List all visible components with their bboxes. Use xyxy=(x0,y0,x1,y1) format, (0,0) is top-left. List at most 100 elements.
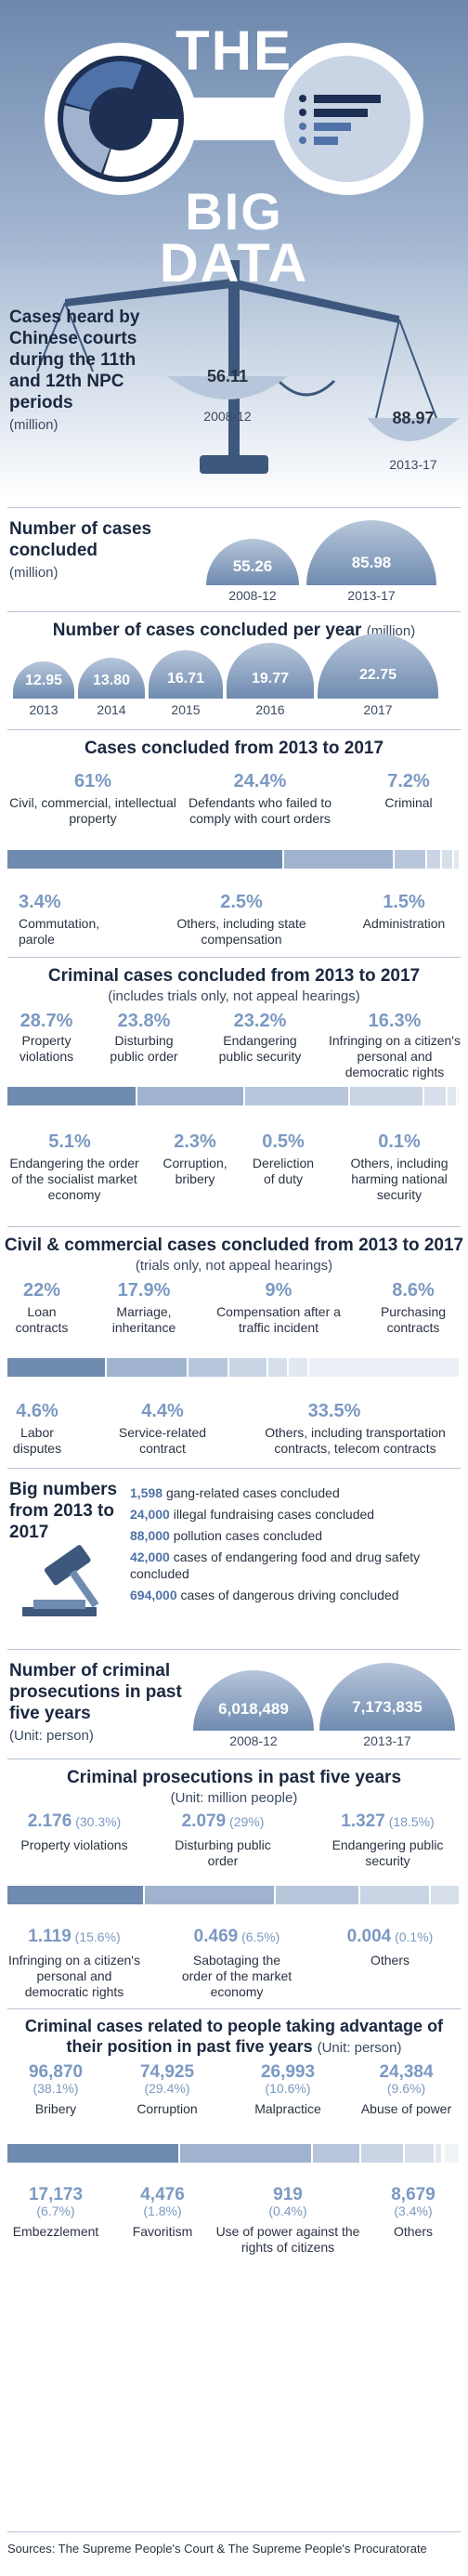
concluded-bar xyxy=(7,850,461,869)
criminal-pct-others: 0.1% xyxy=(378,1131,421,1152)
pa-value-embezzlement: 17,173 (6.7%) xyxy=(28,2185,84,2218)
concluded-label-admin: Administration xyxy=(362,916,446,931)
concluded-label-commutation: Commutation, parole xyxy=(19,916,100,947)
prosecution-label-2008-12: 2008-12 xyxy=(229,1733,278,1748)
year-dome-2013: 12.95 xyxy=(13,661,74,699)
prosecutions-segment xyxy=(430,1886,459,1904)
big-number-list: 1,598 gang-related cases concluded 24,00… xyxy=(130,1484,464,1603)
concluded-segment xyxy=(442,850,452,869)
civil-segment xyxy=(267,1358,288,1377)
criminal-subtitle: (includes trials only, not appeal hearin… xyxy=(108,988,360,1004)
divider xyxy=(7,957,461,958)
concluded-label-criminal: Criminal xyxy=(384,795,433,810)
title-big: BIG xyxy=(185,182,283,241)
gavel-icon xyxy=(22,1545,99,1616)
year-label-2015: 2015 xyxy=(171,702,201,717)
pros-value-market: 0.469 (6.5%) xyxy=(193,1927,280,1946)
criminal-pct-rights: 16.3% xyxy=(368,1011,422,1031)
concluded-pct-commutation: 3.4% xyxy=(19,892,61,912)
concluded-label-civil: Civil, commercial, intellectual property xyxy=(9,795,176,826)
criminal-pct-property: 28.7% xyxy=(20,1011,73,1031)
pros-value-rights: 1.119 (15.6%) xyxy=(28,1927,121,1946)
civil-pct-purchasing: 8.6% xyxy=(392,1280,435,1301)
pros-label-rights: Infringing on a citizen's personal and d… xyxy=(8,1953,140,1999)
position-bar xyxy=(7,2144,461,2163)
criminal-label-market: Endangering the order of the socialist m… xyxy=(9,1156,139,1202)
civil-bar xyxy=(7,1358,461,1377)
prosecutions-segment xyxy=(7,1886,143,1904)
criminal-pct-market: 5.1% xyxy=(48,1131,91,1152)
year-label-2013: 2013 xyxy=(29,702,58,717)
civil-segment xyxy=(289,1358,307,1377)
pa-value-bribery: 96,870 (38.1%) xyxy=(28,2062,84,2096)
pros-value-security: 1.327 (18.5%) xyxy=(341,1811,435,1831)
position-segment xyxy=(179,2144,312,2163)
position-segment xyxy=(361,2144,403,2163)
prosecutions-segment xyxy=(276,1886,358,1904)
pa-value-corruption: 74,925 (29.4%) xyxy=(139,2062,195,2096)
hero-banner: THE BIG DATA Cases heard by Chinese cour… xyxy=(0,0,468,502)
civil-subtitle: (trials only, not appeal hearings) xyxy=(135,1258,333,1274)
year-label-2016: 2016 xyxy=(255,702,285,717)
concluded-segment xyxy=(283,850,393,869)
criminal-bar xyxy=(7,1087,461,1105)
divider xyxy=(7,1468,461,1469)
dome-label-2008-12: 2008-12 xyxy=(228,588,277,603)
pros-label-disturbing: Disturbing public order xyxy=(175,1837,271,1868)
prosecution-dome-2013-17: 7,173,835 xyxy=(319,1663,455,1731)
concluded-pct-criminal: 7.2% xyxy=(387,771,430,791)
concluded-segment xyxy=(453,850,459,869)
concluded-label-defendants: Defendants who failed to comply with cou… xyxy=(188,795,332,826)
prosecutions-segment xyxy=(359,1886,429,1904)
divider xyxy=(7,729,461,730)
civil-pct-service: 4.4% xyxy=(141,1401,184,1421)
position-segment xyxy=(313,2144,360,2163)
divider xyxy=(7,2531,461,2532)
civil-label-service: Service-related contract xyxy=(118,1425,207,1456)
cases-heard-value-1: 56.11 xyxy=(206,367,249,386)
concluded-segment xyxy=(394,850,425,869)
year-dome-2015: 16.71 xyxy=(149,650,223,699)
per-year-title: Number of cases concluded per year (mill… xyxy=(52,621,416,640)
cases-heard-period-1: 2008-12 xyxy=(203,409,252,424)
divider xyxy=(7,1649,461,1650)
dome-2013-17: 85.98 xyxy=(306,520,436,585)
concluded-pct-admin: 1.5% xyxy=(383,892,425,912)
criminal-pct-disturbing: 23.8% xyxy=(117,1011,171,1031)
pros-value-property: 2.176 (30.3%) xyxy=(27,1811,122,1831)
prosecutions-title: Number of criminal prosecutions in past … xyxy=(9,1661,182,1744)
pros-label-market: Sabotaging the order of the market econo… xyxy=(181,1953,292,1999)
concluded-title: Cases concluded from 2013 to 2017 xyxy=(84,739,384,758)
pros-label-property: Property violations xyxy=(20,1837,128,1852)
concluded-segment xyxy=(7,850,282,869)
civil-pct-loan: 22% xyxy=(22,1280,61,1301)
criminal-segment xyxy=(447,1087,457,1105)
scale-icon xyxy=(36,260,437,474)
pa-label-bribery: Bribery xyxy=(34,2101,77,2116)
civil-segment xyxy=(107,1358,187,1377)
pa-value-others: 8,679 (3.4%) xyxy=(391,2185,436,2218)
criminal-label-corruption: Corruption, bribery xyxy=(162,1156,228,1186)
civil-segment xyxy=(188,1358,228,1377)
year-dome-2014: 13.80 xyxy=(78,658,145,699)
sources-note: Sources: The Supreme People's Court & Th… xyxy=(7,2542,427,2556)
year-label-2014: 2014 xyxy=(97,702,126,717)
civil-pct-marriage: 17.9% xyxy=(117,1280,171,1301)
position-segment xyxy=(445,2144,460,2163)
pa-label-favoritism: Favoritism xyxy=(132,2224,193,2239)
pa-value-favoritism: 4,476 (1.8%) xyxy=(140,2185,185,2218)
divider xyxy=(7,1226,461,1227)
concluded-pct-others: 2.5% xyxy=(220,892,263,912)
criminal-pct-security: 23.2% xyxy=(233,1011,287,1031)
civil-segment xyxy=(308,1358,459,1377)
criminal-segment xyxy=(137,1087,244,1105)
pa-label-others: Others xyxy=(393,2224,433,2239)
pa-label-rights: Use of power against the rights of citiz… xyxy=(215,2224,360,2255)
prosecutions-segment xyxy=(144,1886,275,1904)
criminal-label-dereliction: Dereliction of duty xyxy=(252,1156,315,1186)
concluded-segment xyxy=(426,850,441,869)
prosecution-dome-2008-12: 6,018,489 xyxy=(193,1670,314,1731)
big-number-item: 88,000 pollution cases concluded xyxy=(130,1528,323,1543)
concluded-pct-defendants: 24.4% xyxy=(233,771,287,791)
pa-label-malpractice: Malpractice xyxy=(254,2101,321,2116)
